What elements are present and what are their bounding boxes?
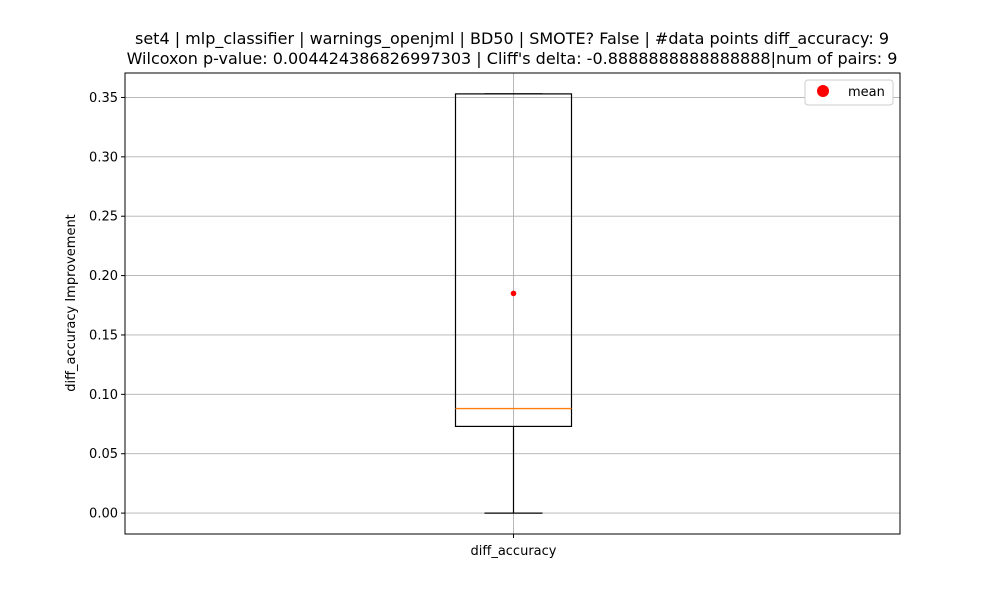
y-tick-label: 0.05 bbox=[89, 447, 118, 462]
legend-frame bbox=[804, 79, 894, 106]
legend: mean bbox=[804, 79, 894, 106]
x-tick-label: diff_accuracy bbox=[471, 544, 557, 559]
legend-mean-label: mean bbox=[848, 85, 885, 100]
y-tick-label: 0.00 bbox=[89, 507, 118, 522]
y-tick-label: 0.20 bbox=[89, 269, 118, 284]
iqr-box bbox=[454, 93, 573, 428]
y-tick-label: 0.10 bbox=[89, 388, 118, 403]
legend-mean-marker bbox=[817, 85, 829, 97]
grid bbox=[125, 73, 900, 534]
chart-title-line-2: Wilcoxon p-value: 0.004424386826997303 |… bbox=[127, 49, 898, 68]
y-axis-label: diff_accuracy Improvement bbox=[64, 214, 79, 392]
mean-point bbox=[510, 290, 517, 297]
y-tick-label: 0.25 bbox=[89, 210, 118, 225]
y-tick-label: 0.15 bbox=[89, 328, 118, 343]
box-series bbox=[454, 93, 573, 514]
y-tick-label: 0.30 bbox=[89, 150, 118, 165]
y-axis: 0.00 0.05 0.10 0.15 0.20 0.25 0.30 0.35 bbox=[89, 91, 125, 522]
y-tick-label: 0.35 bbox=[89, 91, 118, 106]
chart-title-line-1: set4 | mlp_classifier | warnings_openjml… bbox=[135, 29, 889, 49]
x-axis: diff_accuracy bbox=[471, 534, 557, 559]
plot-frame bbox=[124, 72, 901, 535]
